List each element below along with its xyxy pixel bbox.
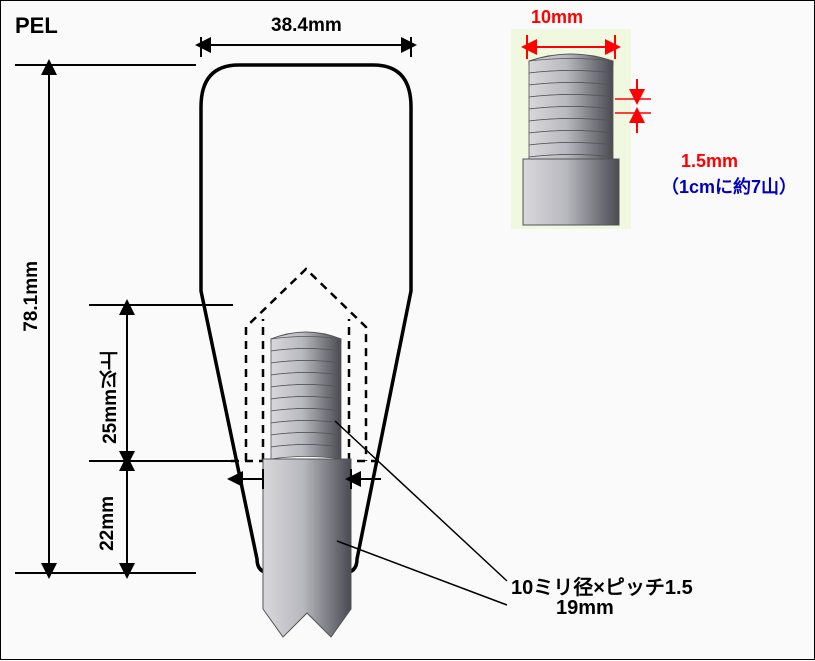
inset-pitch-label: 1.5mm	[681, 151, 738, 172]
diagram-canvas	[1, 1, 815, 661]
height-total-label: 78.1mm	[21, 261, 43, 332]
inset-dia-label: 10mm	[531, 7, 583, 28]
width-top-label: 38.4mm	[271, 15, 342, 37]
title-label: PEL	[15, 13, 58, 39]
shank-width-label: 19mm	[556, 597, 614, 620]
height-base-label: 22mm	[97, 496, 119, 551]
inset-note-label: （1cmに約7山）	[661, 173, 797, 199]
thread-spec-label: 10ミリ径×ピッチ1.5	[511, 571, 693, 600]
height-thread-label: 25mm以上	[97, 351, 124, 444]
